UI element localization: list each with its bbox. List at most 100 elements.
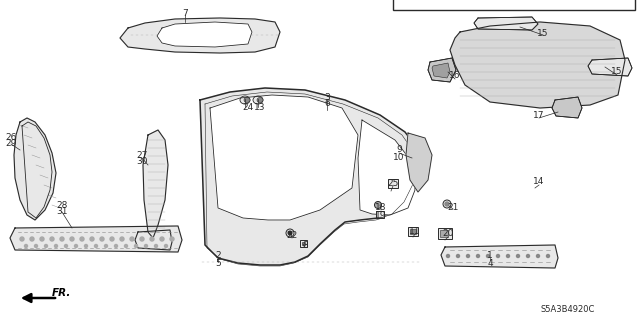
Circle shape — [477, 255, 479, 257]
Text: 3: 3 — [324, 93, 330, 101]
Bar — [393, 0, 635, 10]
Polygon shape — [428, 58, 456, 82]
Text: 17: 17 — [533, 110, 545, 120]
Circle shape — [170, 237, 174, 241]
Ellipse shape — [240, 96, 250, 104]
Circle shape — [50, 237, 54, 241]
Polygon shape — [441, 245, 558, 268]
Circle shape — [45, 244, 47, 248]
Circle shape — [130, 237, 134, 241]
Circle shape — [443, 200, 451, 208]
Text: 18: 18 — [375, 203, 387, 211]
Polygon shape — [10, 226, 182, 252]
Text: 20: 20 — [442, 229, 454, 239]
Circle shape — [160, 237, 164, 241]
Circle shape — [288, 231, 292, 235]
Polygon shape — [200, 88, 420, 265]
Polygon shape — [358, 120, 415, 215]
Circle shape — [110, 237, 114, 241]
Text: 24: 24 — [243, 102, 253, 112]
Bar — [440, 230, 448, 237]
Text: 11: 11 — [409, 226, 420, 235]
Circle shape — [70, 237, 74, 241]
Circle shape — [90, 237, 94, 241]
Circle shape — [54, 244, 58, 248]
Circle shape — [140, 237, 144, 241]
Circle shape — [154, 244, 157, 248]
Circle shape — [467, 255, 470, 257]
Polygon shape — [14, 118, 56, 220]
Circle shape — [527, 255, 529, 257]
Circle shape — [20, 237, 24, 241]
Text: 25: 25 — [387, 179, 399, 188]
Text: 4: 4 — [487, 258, 493, 268]
Text: 29: 29 — [5, 139, 17, 149]
Circle shape — [516, 255, 520, 257]
Text: S5A3B4920C: S5A3B4920C — [541, 306, 595, 315]
Text: 21: 21 — [447, 203, 459, 211]
Ellipse shape — [257, 98, 263, 102]
Text: 31: 31 — [56, 207, 68, 217]
Polygon shape — [552, 97, 582, 118]
Polygon shape — [588, 58, 632, 76]
Bar — [408, 227, 418, 236]
Text: 6: 6 — [324, 100, 330, 108]
Circle shape — [447, 255, 449, 257]
Circle shape — [100, 237, 104, 241]
Polygon shape — [450, 22, 625, 108]
Circle shape — [30, 237, 34, 241]
Text: 7: 7 — [182, 9, 188, 18]
Circle shape — [286, 229, 294, 237]
Text: 16: 16 — [449, 71, 461, 80]
Circle shape — [74, 244, 77, 248]
Text: 15: 15 — [611, 68, 623, 77]
Bar — [388, 179, 398, 188]
Bar — [438, 228, 452, 239]
Polygon shape — [120, 18, 280, 53]
Circle shape — [65, 244, 67, 248]
Circle shape — [80, 237, 84, 241]
Circle shape — [40, 237, 44, 241]
Polygon shape — [157, 22, 252, 47]
Text: 1: 1 — [487, 251, 493, 261]
Circle shape — [145, 244, 147, 248]
Circle shape — [115, 244, 118, 248]
Circle shape — [445, 202, 449, 206]
Bar — [376, 211, 384, 218]
Polygon shape — [432, 63, 450, 78]
Polygon shape — [210, 95, 358, 220]
Polygon shape — [474, 17, 538, 30]
Bar — [300, 240, 307, 247]
Ellipse shape — [244, 98, 250, 102]
Text: 30: 30 — [136, 158, 148, 167]
Polygon shape — [135, 230, 172, 250]
Text: 8: 8 — [302, 241, 308, 249]
Circle shape — [125, 244, 127, 248]
Circle shape — [456, 255, 460, 257]
Text: 10: 10 — [393, 152, 404, 161]
Circle shape — [35, 244, 38, 248]
Text: 9: 9 — [396, 145, 402, 154]
Circle shape — [374, 202, 381, 209]
Text: 13: 13 — [254, 102, 266, 112]
Polygon shape — [143, 130, 168, 238]
Bar — [410, 229, 416, 234]
Text: 27: 27 — [136, 151, 148, 160]
Text: 14: 14 — [533, 177, 545, 187]
Circle shape — [486, 255, 490, 257]
Circle shape — [95, 244, 97, 248]
Circle shape — [150, 237, 154, 241]
Bar — [302, 242, 305, 245]
Text: 26: 26 — [5, 132, 17, 142]
Text: 15: 15 — [537, 28, 548, 38]
Text: FR.: FR. — [52, 288, 72, 298]
Circle shape — [84, 244, 88, 248]
Text: 28: 28 — [56, 201, 68, 210]
Polygon shape — [406, 133, 432, 192]
Circle shape — [164, 244, 168, 248]
Circle shape — [120, 237, 124, 241]
Text: 19: 19 — [375, 211, 387, 219]
Circle shape — [547, 255, 550, 257]
Ellipse shape — [253, 96, 263, 104]
Circle shape — [134, 244, 138, 248]
